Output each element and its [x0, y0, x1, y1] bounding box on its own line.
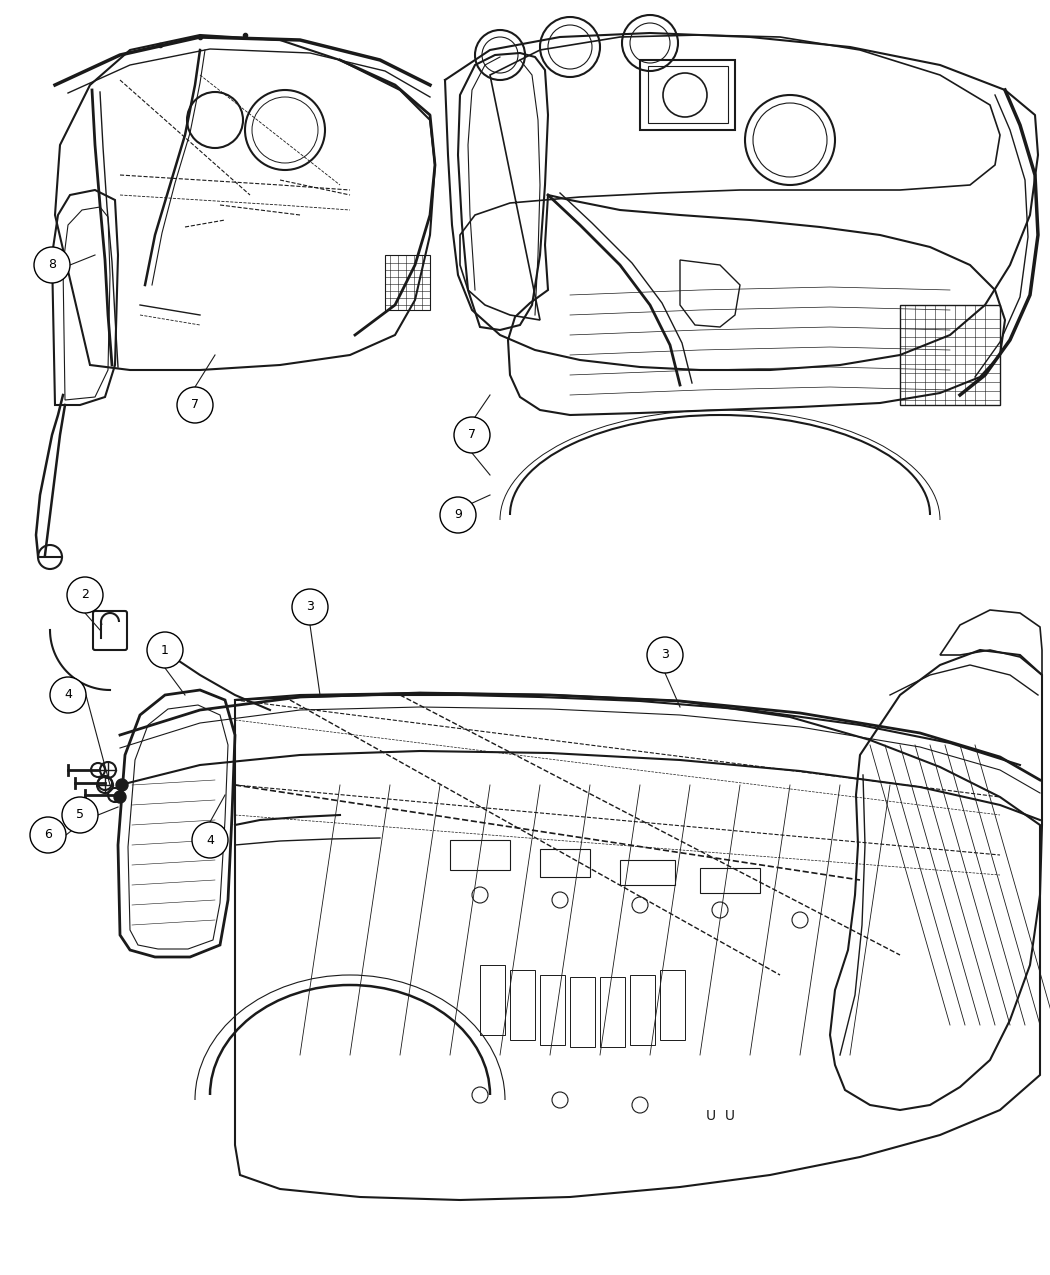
Circle shape [147, 632, 183, 668]
Text: 8: 8 [48, 259, 56, 272]
Text: 7: 7 [191, 399, 200, 412]
Circle shape [114, 790, 126, 803]
Circle shape [67, 578, 103, 613]
Circle shape [30, 817, 66, 853]
Bar [450, 840, 510, 870]
Text: 3: 3 [306, 601, 314, 613]
Circle shape [50, 677, 86, 713]
Text: 3: 3 [662, 649, 669, 662]
Bar [5, 606, 1045, 1215]
Circle shape [177, 388, 213, 423]
Circle shape [34, 247, 70, 283]
Bar [640, 60, 735, 130]
Text: 1: 1 [161, 644, 169, 657]
Bar [510, 970, 536, 1040]
Bar [648, 66, 728, 122]
Bar [445, 26, 1040, 555]
Text: 7: 7 [468, 428, 476, 441]
Bar [480, 965, 505, 1035]
Text: 5: 5 [76, 808, 84, 821]
Text: 6: 6 [44, 829, 51, 842]
Bar [620, 861, 675, 885]
Text: U  U: U U [706, 1109, 735, 1123]
Bar [10, 26, 440, 445]
Bar [385, 255, 430, 310]
Circle shape [440, 497, 476, 533]
Bar [600, 977, 625, 1047]
Bar [540, 849, 590, 877]
Circle shape [292, 589, 328, 625]
Circle shape [116, 779, 128, 790]
Text: 2: 2 [81, 589, 89, 602]
Bar [900, 305, 1000, 405]
Text: 4: 4 [64, 688, 72, 701]
Bar [700, 868, 760, 892]
Circle shape [62, 797, 98, 833]
Circle shape [192, 822, 228, 858]
Circle shape [647, 638, 682, 673]
Text: 4: 4 [206, 834, 214, 847]
Circle shape [454, 417, 490, 453]
Text: 9: 9 [454, 509, 462, 521]
Bar [630, 975, 655, 1046]
Bar [570, 977, 595, 1047]
Bar [540, 975, 565, 1046]
Bar [660, 970, 685, 1040]
